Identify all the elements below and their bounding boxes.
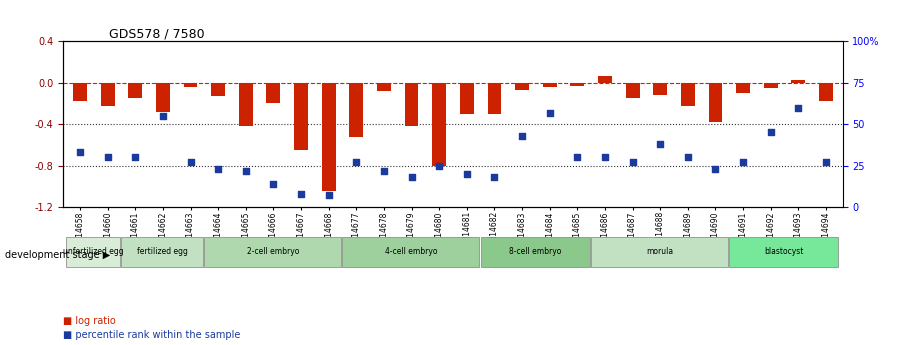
Bar xyxy=(211,83,225,96)
Point xyxy=(266,181,281,187)
Bar xyxy=(708,83,722,122)
Bar xyxy=(73,83,87,101)
Bar xyxy=(487,83,501,114)
Point xyxy=(598,155,612,160)
Bar xyxy=(653,83,667,95)
Bar xyxy=(516,83,529,90)
Point xyxy=(680,155,695,160)
Bar xyxy=(266,83,280,104)
Text: unfertilized egg: unfertilized egg xyxy=(63,247,123,256)
Point xyxy=(322,193,336,198)
Point xyxy=(459,171,474,177)
Point xyxy=(791,105,805,110)
Bar xyxy=(764,83,777,88)
Point xyxy=(487,175,502,180)
FancyBboxPatch shape xyxy=(205,237,341,267)
Point xyxy=(708,166,723,172)
FancyBboxPatch shape xyxy=(729,237,838,267)
Text: fertilized egg: fertilized egg xyxy=(137,247,188,256)
Bar xyxy=(681,83,695,106)
Text: morula: morula xyxy=(646,247,673,256)
Bar xyxy=(129,83,142,98)
Bar xyxy=(626,83,640,98)
Bar xyxy=(737,83,750,93)
Point xyxy=(653,141,668,147)
Text: GDS578 / 7580: GDS578 / 7580 xyxy=(109,28,205,41)
Text: 2-cell embryo: 2-cell embryo xyxy=(246,247,299,256)
Point xyxy=(570,155,584,160)
Bar xyxy=(322,83,335,191)
Bar xyxy=(239,83,253,126)
Point xyxy=(432,163,447,168)
Bar xyxy=(350,83,363,137)
Bar xyxy=(598,76,612,83)
Bar xyxy=(819,83,833,101)
Text: 8-cell embryo: 8-cell embryo xyxy=(509,247,562,256)
Point xyxy=(404,175,419,180)
FancyBboxPatch shape xyxy=(480,237,590,267)
Point xyxy=(183,159,198,165)
Point xyxy=(543,110,557,115)
Bar xyxy=(571,83,584,86)
Point xyxy=(238,168,253,173)
Point xyxy=(764,130,778,135)
Bar xyxy=(543,83,556,87)
Point xyxy=(736,159,750,165)
FancyBboxPatch shape xyxy=(342,237,479,267)
Point xyxy=(128,155,142,160)
Point xyxy=(819,159,834,165)
Bar xyxy=(405,83,419,126)
Point xyxy=(515,133,529,139)
Point xyxy=(625,159,640,165)
Bar xyxy=(294,83,308,150)
Bar xyxy=(156,83,169,112)
Point xyxy=(377,168,391,173)
Point xyxy=(72,150,87,155)
Point xyxy=(101,155,115,160)
Point xyxy=(349,159,363,165)
Text: blastocyst: blastocyst xyxy=(764,247,804,256)
FancyBboxPatch shape xyxy=(121,237,203,267)
FancyBboxPatch shape xyxy=(66,237,120,267)
Text: 4-cell embryo: 4-cell embryo xyxy=(385,247,437,256)
Text: development stage ▶: development stage ▶ xyxy=(5,250,110,260)
Point xyxy=(156,113,170,119)
FancyBboxPatch shape xyxy=(591,237,728,267)
Text: ■ percentile rank within the sample: ■ percentile rank within the sample xyxy=(63,330,241,339)
Bar xyxy=(101,83,114,106)
Bar xyxy=(792,80,805,83)
Point xyxy=(211,166,226,172)
Bar xyxy=(377,83,390,91)
Bar xyxy=(460,83,474,114)
Point xyxy=(294,191,308,197)
Bar xyxy=(184,83,198,87)
Text: ■ log ratio: ■ log ratio xyxy=(63,316,116,326)
Bar xyxy=(432,83,446,166)
